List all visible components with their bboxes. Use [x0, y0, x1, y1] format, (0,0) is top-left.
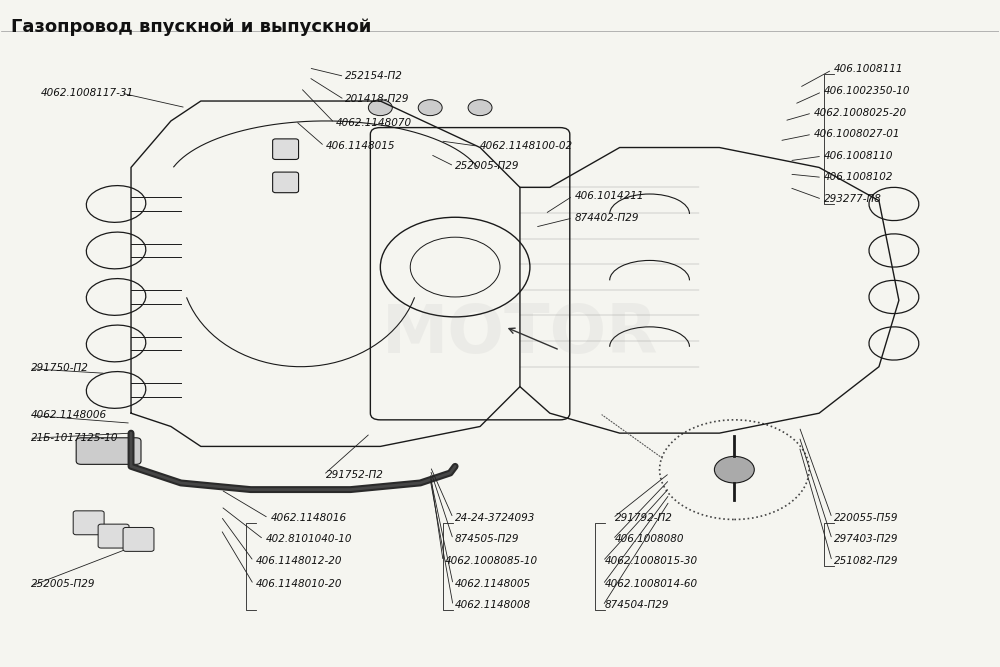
Text: Газопровод впускной и выпускной: Газопровод впускной и выпускной: [11, 18, 372, 36]
Text: 406.1002350-10: 406.1002350-10: [824, 86, 911, 96]
Text: 4062.1008085-10: 4062.1008085-10: [445, 556, 538, 566]
FancyBboxPatch shape: [273, 139, 299, 159]
Text: 4062.1148008: 4062.1148008: [455, 600, 531, 610]
Text: MOTOR: MOTOR: [382, 301, 658, 366]
Text: 406.1008102: 406.1008102: [824, 172, 894, 182]
Text: 297403-П29: 297403-П29: [834, 534, 899, 544]
Circle shape: [418, 99, 442, 115]
Text: 251082-П29: 251082-П29: [834, 556, 899, 566]
Text: 201418-П29: 201418-П29: [345, 94, 410, 104]
Text: 291792-П2: 291792-П2: [615, 513, 673, 523]
Text: 406.1148015: 406.1148015: [325, 141, 395, 151]
Text: 293277-П8: 293277-П8: [824, 194, 882, 204]
Text: 220055-П59: 220055-П59: [834, 513, 899, 523]
Text: 252005-П29: 252005-П29: [455, 161, 520, 171]
Text: 4062.1008025-20: 4062.1008025-20: [814, 107, 907, 117]
Text: 406.1008027-01: 406.1008027-01: [814, 129, 901, 139]
Text: 4062.1008015-30: 4062.1008015-30: [605, 556, 698, 566]
Text: 874504-П29: 874504-П29: [605, 600, 669, 610]
FancyBboxPatch shape: [98, 524, 129, 548]
Text: 406.1008111: 406.1008111: [834, 65, 904, 75]
Text: 252005-П29: 252005-П29: [31, 579, 96, 589]
Text: 4062.1148005: 4062.1148005: [455, 579, 531, 589]
FancyBboxPatch shape: [273, 172, 299, 193]
Text: 4062.1008014-60: 4062.1008014-60: [605, 579, 698, 589]
Circle shape: [714, 456, 754, 483]
Text: 252154-П2: 252154-П2: [345, 71, 403, 81]
Circle shape: [368, 99, 392, 115]
Text: 406.1148012-20: 406.1148012-20: [256, 556, 342, 566]
Text: 4062.1148016: 4062.1148016: [271, 513, 347, 523]
Text: 4062.1148070: 4062.1148070: [335, 117, 412, 127]
Circle shape: [468, 99, 492, 115]
Text: 4062.1008117-31: 4062.1008117-31: [41, 87, 134, 97]
FancyBboxPatch shape: [123, 528, 154, 552]
Text: 874505-П29: 874505-П29: [455, 534, 520, 544]
Text: 4062.1148006: 4062.1148006: [31, 410, 107, 420]
FancyBboxPatch shape: [76, 438, 141, 464]
Text: 291750-П2: 291750-П2: [31, 364, 89, 374]
Text: 406.1014211: 406.1014211: [575, 191, 644, 201]
Text: 406.1148010-20: 406.1148010-20: [256, 579, 342, 589]
FancyBboxPatch shape: [73, 511, 104, 535]
Text: 24-24-3724093: 24-24-3724093: [455, 513, 536, 523]
Text: 874402-П29: 874402-П29: [575, 213, 639, 223]
Text: 402.8101040-10: 402.8101040-10: [266, 534, 352, 544]
Text: 406.1008110: 406.1008110: [824, 151, 894, 161]
Text: 4062.1148100-02: 4062.1148100-02: [480, 141, 573, 151]
Text: 406.1008080: 406.1008080: [615, 534, 684, 544]
Text: 291752-П2: 291752-П2: [325, 470, 383, 480]
Text: 21Б-1017125-10: 21Б-1017125-10: [31, 433, 119, 443]
